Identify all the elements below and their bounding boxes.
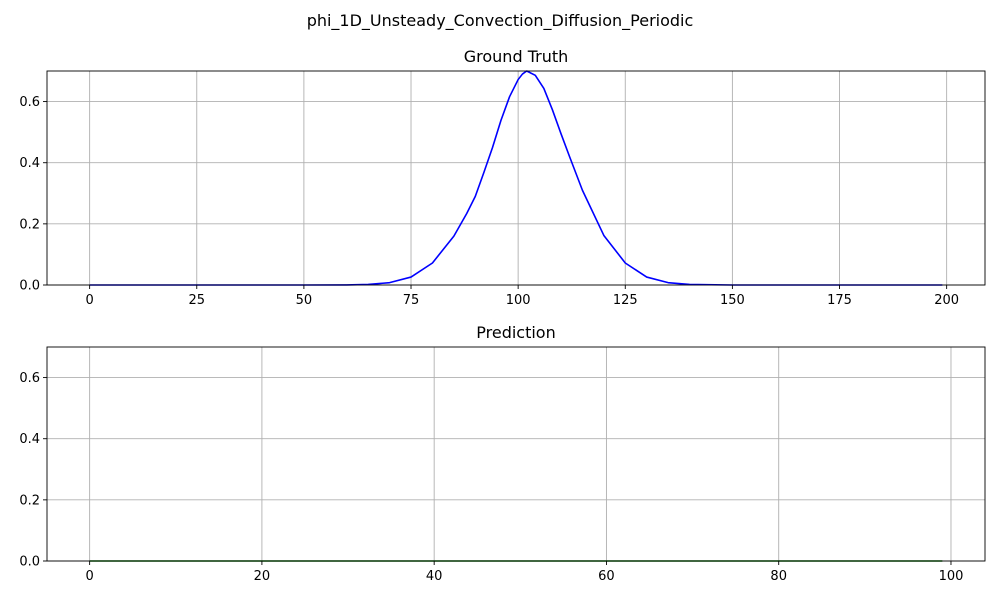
y-tick-label: 0.4 xyxy=(19,432,40,447)
chart-title: Ground Truth xyxy=(464,47,569,66)
y-tick-label: 0.2 xyxy=(19,217,40,232)
chart-prediction: Prediction 0 20 40 60 80 100 0.0 0.2 0.4 0.6 xyxy=(19,323,986,584)
x-tick-label: 50 xyxy=(296,293,313,308)
x-tick-label: 125 xyxy=(613,293,638,308)
y-tick-label: 0.0 xyxy=(19,555,40,570)
x-tick-label: 0 xyxy=(85,293,93,308)
plot-frame xyxy=(46,70,986,286)
x-tick-label: 175 xyxy=(827,293,852,308)
x-tick-label: 80 xyxy=(770,569,787,584)
x-tick-label: 100 xyxy=(939,569,964,584)
x-tick-label: 0 xyxy=(85,569,93,584)
x-tick-label: 20 xyxy=(254,569,271,584)
chart-ground-truth: Ground Truth 0 25 50 75 100 125 150 175 200 0.0 0.… xyxy=(19,47,986,308)
series-line xyxy=(89,70,943,286)
y-tick-label: 0.6 xyxy=(19,371,40,386)
x-tick-label: 75 xyxy=(403,293,420,308)
chart-title: Prediction xyxy=(476,323,555,342)
plot-frame xyxy=(46,346,986,562)
x-tick-label: 60 xyxy=(598,569,615,584)
figure-title: phi_1D_Unsteady_Convection_Diffusion_Per… xyxy=(307,11,694,31)
x-tick-label: 200 xyxy=(934,293,959,308)
x-tick-label: 40 xyxy=(426,569,443,584)
x-tick-label: 100 xyxy=(506,293,531,308)
y-tick-label: 0.6 xyxy=(19,95,40,110)
x-tick-label: 150 xyxy=(720,293,745,308)
y-tick-label: 0.0 xyxy=(19,279,40,294)
y-tick-label: 0.2 xyxy=(19,493,40,508)
y-tick-label: 0.4 xyxy=(19,156,40,171)
x-tick-label: 25 xyxy=(188,293,205,308)
